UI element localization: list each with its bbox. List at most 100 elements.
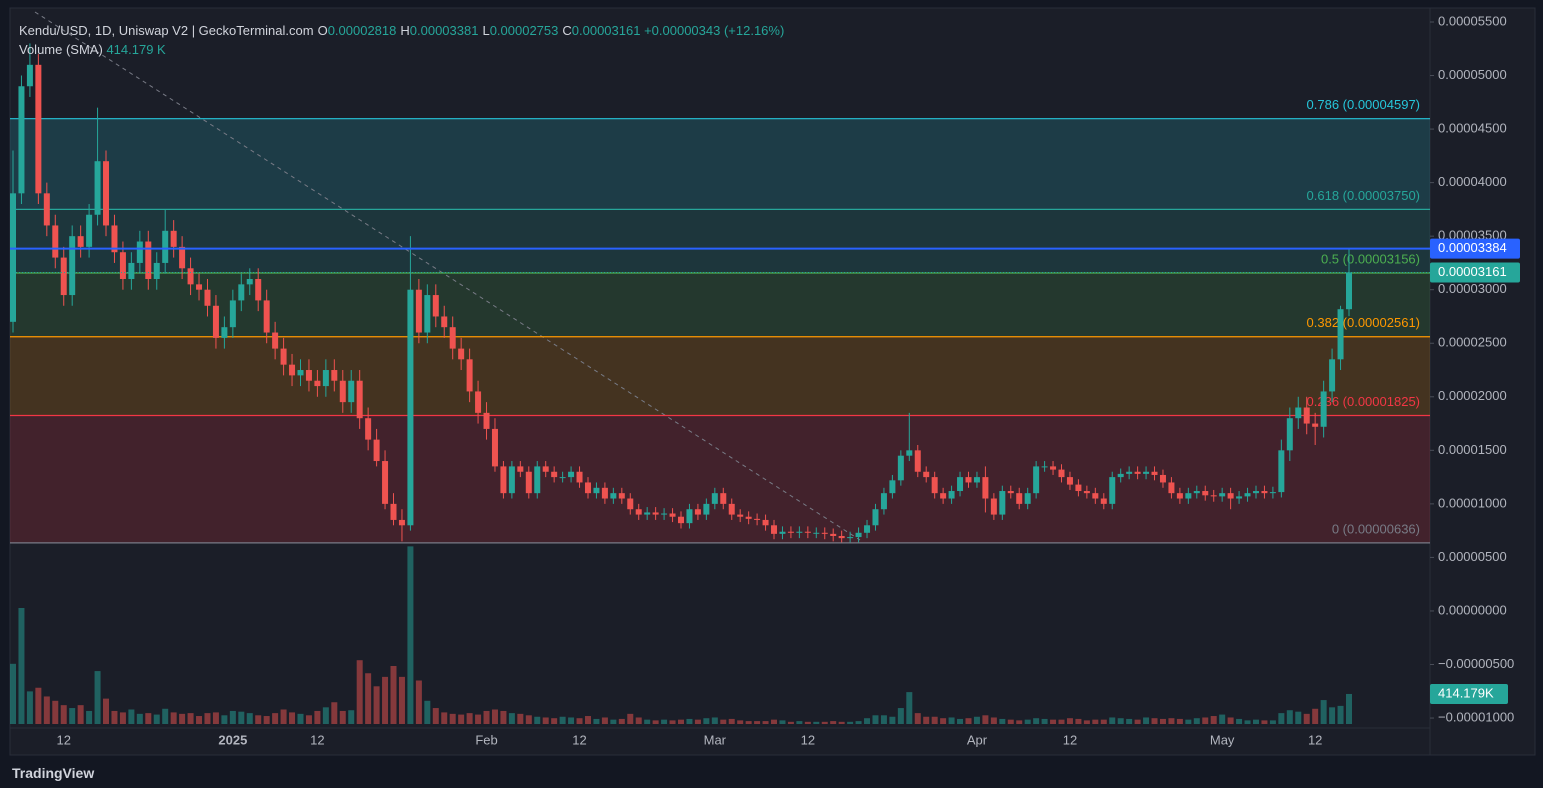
candle-body: [103, 161, 110, 226]
volume-bar: [897, 708, 904, 724]
volume-bar: [635, 717, 642, 724]
volume-bar: [762, 721, 769, 724]
candle-body: [238, 284, 245, 301]
volume-bar: [779, 720, 786, 724]
volume-bar: [711, 717, 718, 724]
volume-bar: [314, 710, 321, 724]
volume-tag: [1430, 683, 1508, 704]
volume-bar: [787, 721, 794, 724]
candle-body: [1050, 466, 1057, 470]
volume-bar: [43, 696, 50, 724]
volume-bar: [576, 718, 583, 724]
candle-body: [897, 455, 904, 481]
volume-bar: [204, 713, 211, 724]
volume-bar: [483, 710, 490, 724]
volume-bar: [1109, 717, 1116, 724]
volume-bar: [1346, 693, 1352, 724]
volume-bar: [289, 712, 296, 724]
candle-body: [297, 370, 304, 376]
y-tick-label: −0.00001000: [1438, 709, 1514, 724]
volume-bar: [373, 686, 380, 724]
candle-body: [644, 512, 651, 515]
fib-zone: [10, 336, 1430, 416]
change: +0.00000343 (+12.16%): [644, 23, 785, 38]
chart-panel: [9, 7, 1536, 756]
volume-bar: [1236, 718, 1243, 724]
volume-bar: [610, 719, 617, 724]
volume-bar: [432, 708, 439, 724]
candle-body: [1066, 477, 1073, 485]
candle-body: [804, 531, 811, 533]
volume-bar: [1058, 719, 1065, 724]
candle-body: [787, 531, 794, 533]
volume-bar: [855, 721, 862, 724]
candle-body: [923, 471, 930, 478]
volume-bar: [263, 716, 270, 724]
candle-body: [568, 471, 575, 478]
candle-body: [525, 471, 532, 494]
candle-body: [821, 532, 828, 534]
volume-bar: [813, 721, 820, 724]
candle-body: [187, 268, 194, 285]
candle-body: [542, 466, 549, 472]
volume-bar: [999, 718, 1006, 724]
volume-bar: [838, 721, 845, 724]
volume-bar: [601, 717, 608, 724]
candle-body: [1151, 471, 1158, 475]
volume-bar: [948, 717, 955, 724]
volume-bar: [255, 715, 262, 724]
volume-bar: [10, 663, 16, 724]
candle-body: [906, 450, 913, 456]
candle-body: [221, 327, 228, 338]
candle-body: [728, 503, 735, 515]
volume-bar: [1252, 719, 1259, 724]
x-tick-label: 12: [1308, 732, 1322, 747]
x-tick-label: Apr: [967, 732, 988, 747]
x-tick-label: 2025: [218, 732, 247, 747]
candle-body: [1252, 491, 1259, 494]
volume-bar: [661, 719, 668, 724]
candle-body: [1193, 491, 1200, 494]
volume-bar: [77, 705, 84, 724]
candle-body: [1041, 466, 1048, 468]
volume-bar: [162, 708, 169, 724]
fib-label: 0 (0.00000636): [1332, 521, 1420, 536]
candle-body: [356, 380, 363, 419]
volume-bar: [931, 716, 938, 724]
candle-body: [128, 262, 135, 279]
candle-body: [1168, 482, 1175, 494]
volume-bar: [238, 711, 245, 724]
ohlc-key: H: [400, 23, 410, 38]
candle-body: [559, 477, 566, 479]
volume-bar: [86, 710, 93, 724]
candle-body: [382, 461, 389, 504]
volume-bar: [26, 691, 33, 724]
candle-body: [77, 236, 84, 247]
ohlc-key: O: [317, 23, 328, 38]
candle-body: [551, 471, 558, 478]
volume-bar: [119, 712, 126, 724]
candle-body: [255, 278, 262, 301]
volume-bar: [356, 660, 363, 724]
legend-row: Kendu/USD, 1D, Uniswap V2 | GeckoTermina…: [19, 21, 784, 40]
footer-brand: TradingView: [12, 765, 95, 781]
volume-bar: [957, 718, 964, 724]
candle-body: [508, 466, 515, 494]
volume-bar: [872, 715, 879, 724]
ohlc-value: 0.00003161: [571, 23, 641, 38]
volume-bar: [60, 705, 67, 724]
x-tick-label: 12: [801, 732, 815, 747]
candle-body: [1143, 471, 1150, 474]
volume-bar: [1016, 720, 1023, 724]
candle-body: [1346, 272, 1352, 310]
volume-bar: [398, 676, 405, 724]
trend-line: [34, 11, 861, 541]
volume-bar: [694, 719, 701, 724]
volume-bar: [568, 717, 575, 724]
candle-body: [1033, 466, 1040, 494]
candle-body: [263, 300, 270, 333]
candle-body: [1007, 491, 1014, 494]
volume-bar: [1227, 717, 1234, 724]
volume-bar: [771, 719, 778, 724]
candle-body: [940, 493, 947, 499]
